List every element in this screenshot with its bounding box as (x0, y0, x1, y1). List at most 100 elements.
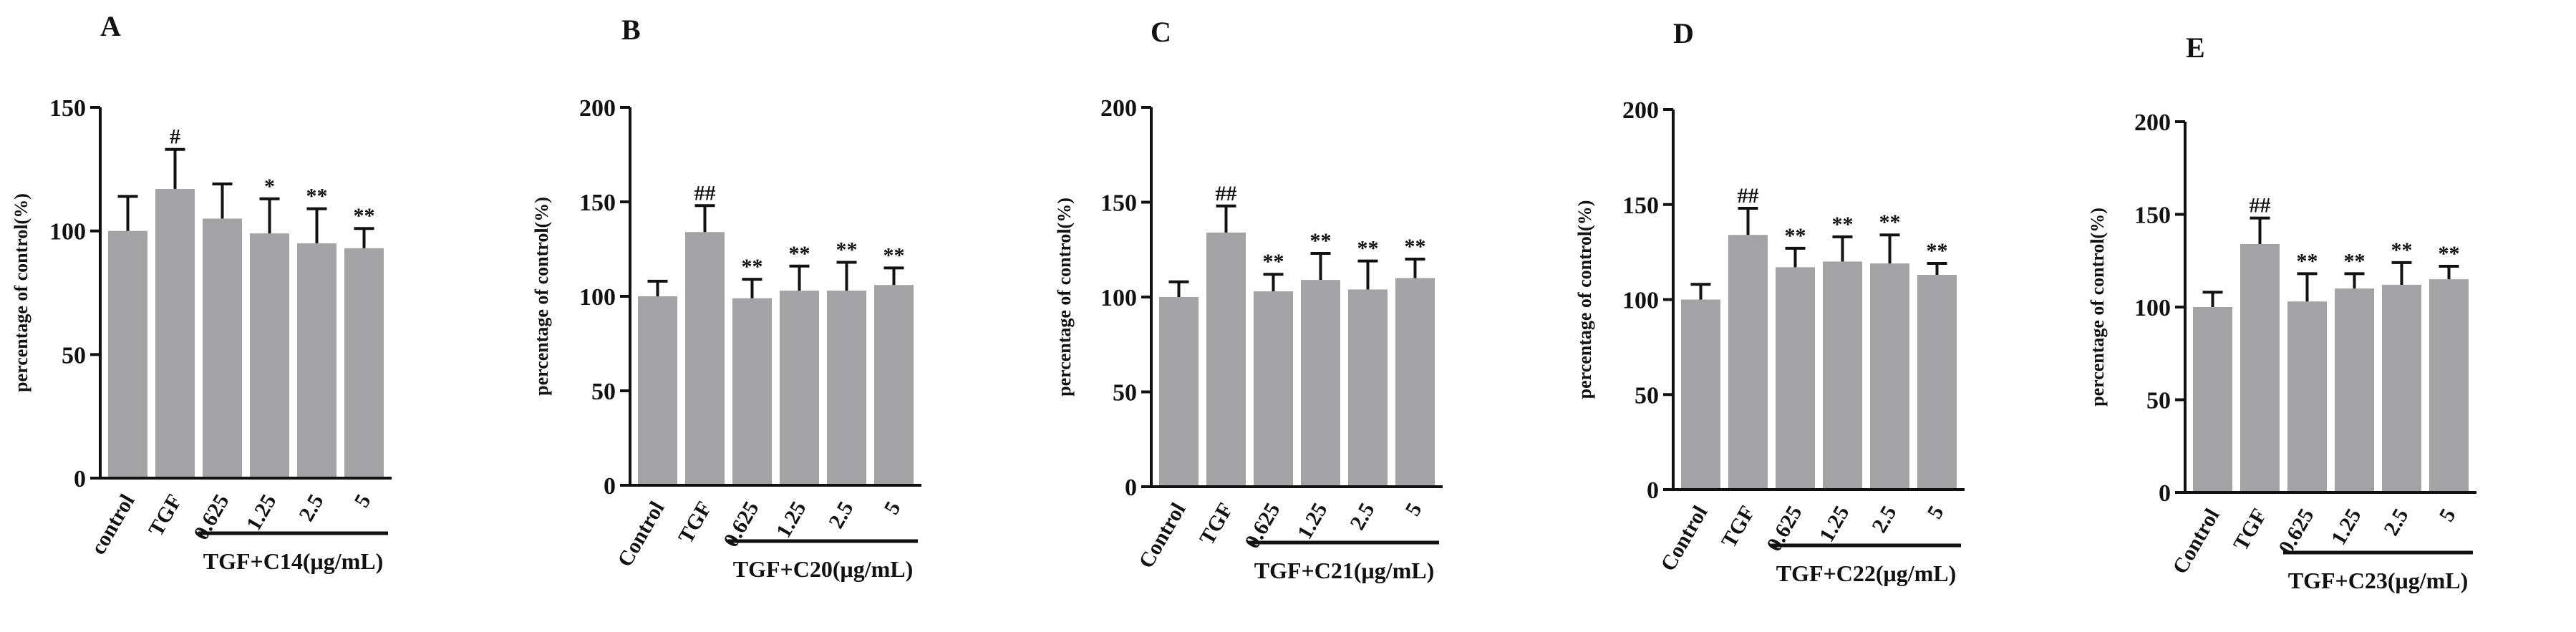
y-tick-label: 50 (62, 342, 86, 369)
significance-mark: ** (1310, 229, 1332, 253)
x-tick-label: 1.25 (242, 490, 281, 535)
x-tick-label: TGF (674, 497, 716, 548)
bar (1395, 278, 1435, 487)
y-tick-label: 0 (1125, 475, 1137, 501)
group-label: TGF+C20(μg/mL) (733, 556, 913, 582)
y-tick-label: 150 (2134, 203, 2171, 229)
y-axis-title: percentage of control(%) (1054, 198, 1075, 397)
x-tick-label: 2.5 (1867, 502, 1901, 537)
y-tick-label: 150 (579, 190, 616, 216)
bar (155, 188, 195, 478)
bar (2193, 307, 2232, 492)
y-tick-label: 150 (49, 95, 86, 122)
y-tick-label: 200 (1622, 97, 1659, 124)
bar (1159, 297, 1199, 487)
x-tick-label: 5 (2434, 505, 2460, 525)
bar (203, 218, 242, 478)
panel-label: E (2186, 31, 2205, 64)
y-tick-label: 0 (1647, 477, 1659, 504)
bar (250, 233, 289, 478)
significance-mark: ** (1357, 237, 1379, 261)
y-tick-label: 200 (1100, 95, 1137, 122)
significance-mark: ** (354, 204, 375, 228)
bar (1254, 291, 1293, 487)
x-tick-label: TGF (144, 490, 186, 540)
x-tick-label: Control (613, 497, 669, 571)
y-axis-title: percentage of control(%) (1574, 200, 1595, 399)
x-tick-label: 0.625 (1762, 502, 1806, 555)
significance-mark: ** (836, 238, 858, 261)
bar (2429, 279, 2469, 492)
y-tick-label: 0 (604, 473, 616, 500)
x-tick-label: 2.5 (294, 490, 328, 525)
y-tick-label: 100 (1100, 285, 1137, 311)
significance-mark: * (264, 175, 275, 198)
x-tick-label: 2.5 (1345, 499, 1379, 534)
x-tick-label: 0.625 (2274, 505, 2318, 558)
x-tick-label: 1.25 (772, 497, 811, 542)
panel-label: D (1673, 17, 1694, 49)
y-tick-label: 100 (49, 219, 86, 245)
x-tick-label: 1.25 (1815, 502, 1854, 546)
bar (1823, 261, 1862, 490)
bar (297, 243, 336, 478)
x-tick-label: TGF (1195, 499, 1237, 549)
x-tick-label: 5 (349, 490, 375, 511)
bar (874, 285, 914, 485)
x-tick-label: TGF (1717, 502, 1759, 552)
y-tick-label: 150 (1100, 190, 1137, 217)
group-label: TGF+C22(μg/mL) (1776, 560, 1956, 586)
significance-mark: ** (1263, 250, 1284, 273)
bar (1348, 289, 1388, 487)
significance-mark: # (170, 125, 180, 149)
bar (780, 291, 819, 485)
significance-mark: ## (694, 181, 716, 205)
y-tick-label: 200 (579, 95, 616, 122)
group-label: TGF+C14(μg/mL) (203, 548, 383, 574)
x-tick-label: 5 (1922, 502, 1948, 522)
panel-a: A 0 50 100 150 percentage of control(%) contro… (11, 10, 392, 574)
x-tick-label: 5 (1400, 499, 1426, 520)
significance-mark: ** (1879, 210, 1901, 234)
significance-mark: ** (2439, 242, 2460, 266)
y-tick-label: 50 (1635, 382, 1659, 409)
significance-mark: ** (1927, 239, 1948, 263)
significance-mark: ** (1785, 224, 1806, 248)
x-tick-label: control (86, 490, 139, 558)
panel-c: C 0 50 100 150 200 percentage of control(%) Con… (1054, 16, 1443, 583)
y-axis-title: percentage of control(%) (2087, 208, 2108, 407)
significance-mark: ** (789, 242, 810, 266)
significance-mark: ## (1738, 184, 1759, 208)
bar (685, 232, 725, 485)
significance-mark: ## (1216, 182, 1237, 205)
panel-b: B 0 50 100 150 200 percentage of control(%) Con… (531, 14, 921, 582)
significance-mark: ** (1405, 235, 1426, 258)
significance-mark: ** (2344, 249, 2366, 273)
x-tick-label: Control (2168, 505, 2224, 578)
significance-mark: ** (306, 185, 328, 208)
x-tick-label: 1.25 (1293, 499, 1332, 543)
bar (1870, 263, 1909, 490)
bar (2335, 288, 2374, 492)
y-tick-label: 50 (591, 379, 616, 405)
y-tick-label: 0 (2159, 480, 2171, 507)
x-tick-label: 1.25 (2327, 505, 2366, 549)
bar (1728, 235, 1768, 490)
bar (2240, 243, 2280, 492)
x-tick-label: 5 (879, 497, 905, 518)
panel-label: A (100, 10, 121, 42)
y-tick-label: 100 (2134, 295, 2171, 321)
bar (638, 296, 677, 485)
y-tick-label: 50 (1113, 380, 1137, 407)
significance-mark: ** (2391, 238, 2413, 262)
x-tick-label: 0.625 (1240, 499, 1284, 553)
panel-label: C (1151, 16, 1171, 48)
significance-mark: ** (742, 255, 763, 278)
bar (2287, 301, 2327, 492)
y-tick-label: 100 (579, 284, 616, 311)
x-tick-label: 2.5 (824, 497, 858, 533)
x-tick-label: 0.625 (189, 490, 233, 544)
x-tick-label: Control (1134, 499, 1190, 573)
significance-mark: ## (2250, 194, 2271, 218)
